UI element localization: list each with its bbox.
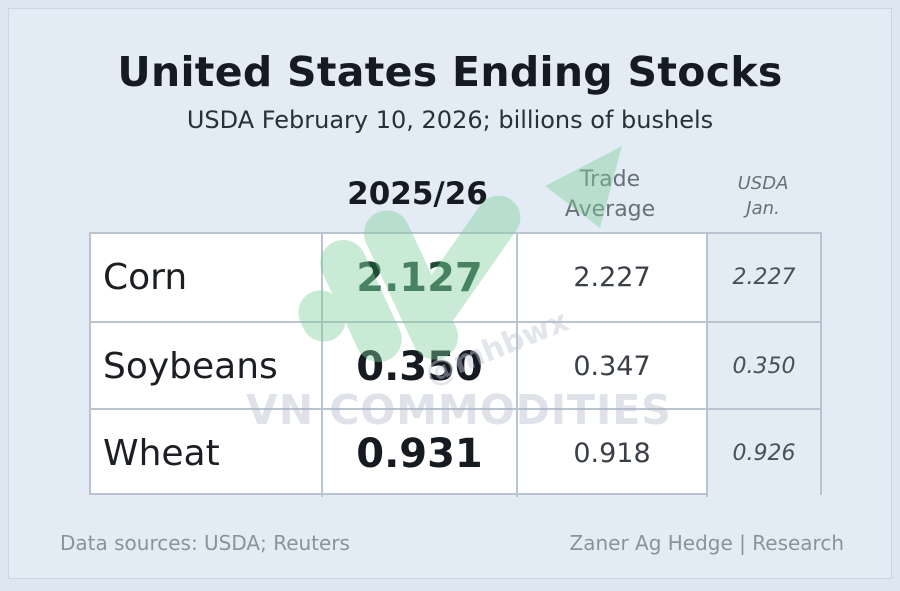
value-usda-jan: 0.926 xyxy=(706,410,820,497)
table-row-corn: Corn 2.127 2.227 2.227 xyxy=(91,234,820,321)
row-label: Wheat xyxy=(103,433,220,474)
value-trade-average: 0.918 xyxy=(516,410,706,497)
page-subtitle: USDA February 10, 2026; billions of bush… xyxy=(186,106,714,134)
row-label: Corn xyxy=(103,257,188,298)
table-row-soybeans: Soybeans 0.350 0.347 0.350 xyxy=(91,321,820,410)
footer-credit: Zaner Ag Hedge | Research xyxy=(569,531,844,555)
trade-header-line-2: Average xyxy=(564,196,656,222)
column-header-2025-26: 2025/26 xyxy=(347,176,488,212)
jan-header-line-1: USDA xyxy=(737,173,789,194)
value-2025-26: 0.931 xyxy=(321,410,516,497)
value-2025-26: 0.350 xyxy=(321,323,516,410)
value-trade-average: 0.347 xyxy=(516,323,706,410)
value-2025-26: 2.127 xyxy=(321,234,516,321)
value-trade-average: 2.227 xyxy=(516,234,706,321)
ending-stocks-table: Corn 2.127 2.227 2.227 Soybeans 0.350 0.… xyxy=(89,232,822,497)
row-label: Soybeans xyxy=(103,346,278,387)
page-title: United States Ending Stocks xyxy=(117,48,783,96)
value-usda-jan: 2.227 xyxy=(706,234,820,321)
value-usda-jan: 0.350 xyxy=(706,323,820,410)
footer-sources: Data sources: USDA; Reuters xyxy=(60,531,350,555)
trade-header-line-1: Trade xyxy=(579,167,641,192)
jan-header-line-2: Jan. xyxy=(746,198,780,220)
table-row-wheat: Wheat 0.931 0.918 0.926 xyxy=(91,408,820,497)
column-header-trade-average: Trade Average xyxy=(515,165,705,224)
column-header-usda-jan: USDA Jan. xyxy=(705,171,821,221)
